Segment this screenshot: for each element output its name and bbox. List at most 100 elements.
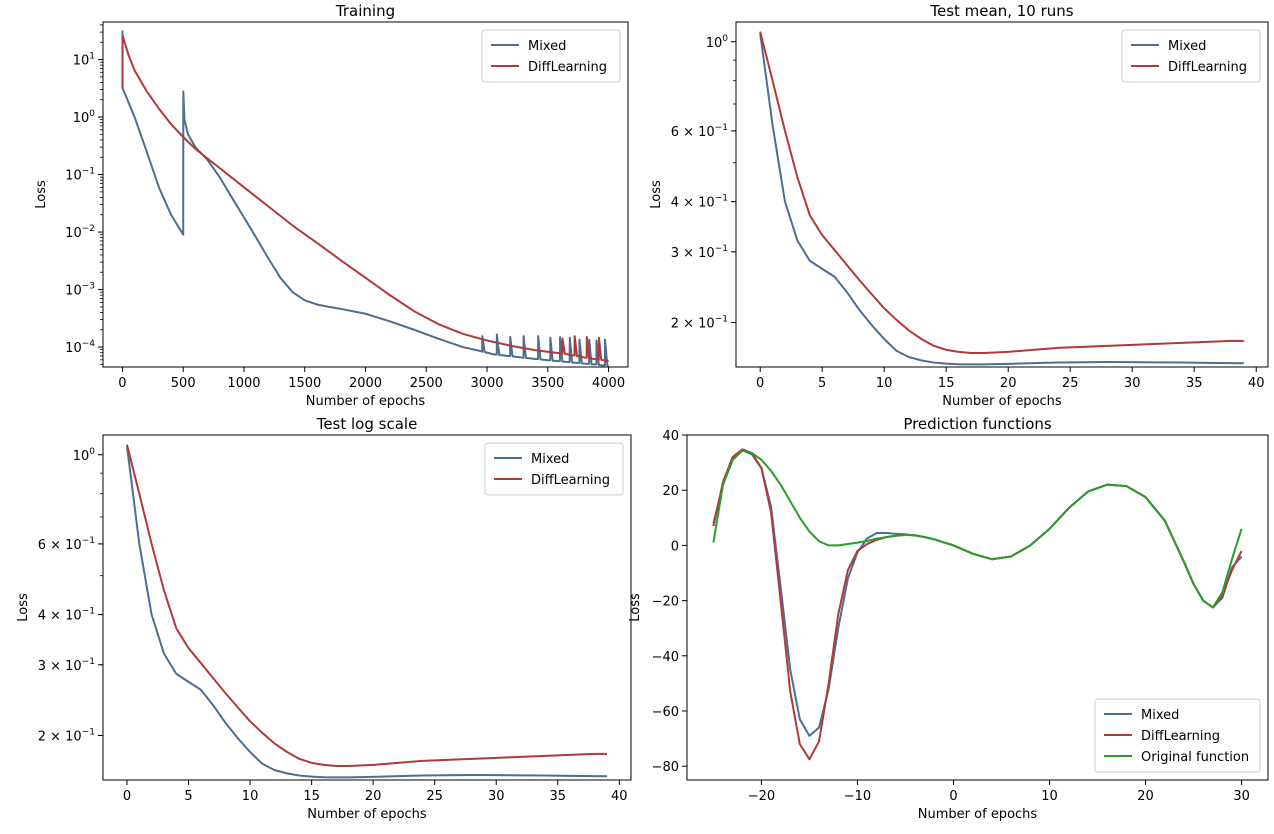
x-tick-label: 35 <box>549 789 566 804</box>
x-tick-label: 0 <box>118 376 126 391</box>
x-tick-label: 500 <box>171 376 196 391</box>
series-group <box>712 448 1243 761</box>
chart-panel-1: Training 0 500 1000 1500 2000 2500 3000 3500 4000… <box>34 2 629 409</box>
legend-label: DiffLearning <box>1141 729 1220 744</box>
x-tick-label: 20 <box>365 789 382 804</box>
y-axis-label: Loss <box>649 180 664 209</box>
x-tick-label: 30 <box>1233 789 1250 804</box>
series-line-difflearning <box>126 444 607 767</box>
y-axis-label: Loss <box>16 593 31 622</box>
legend-label: Mixed <box>531 452 569 467</box>
x-tick-label: 4000 <box>592 376 625 391</box>
x-tick-label: 5 <box>818 376 826 391</box>
legend: Mixed DiffLearning Original function <box>1094 698 1261 773</box>
x-tick-label: 2000 <box>349 376 382 391</box>
x-tick-label: 30 <box>1124 376 1141 391</box>
x-axis-label: Number of epochs <box>918 807 1038 822</box>
y-tick-label: 4 × 10−1 <box>671 194 728 211</box>
series-group <box>126 444 608 779</box>
y-tick-label: 100 <box>73 109 96 126</box>
y-tick-label: 100 <box>706 34 729 51</box>
x-axis-label: Number of epochs <box>307 807 427 822</box>
x-tick-label: 20 <box>1000 376 1017 391</box>
legend-box <box>1121 29 1261 83</box>
series-line-difflearning <box>121 34 609 363</box>
x-tick-label: 40 <box>611 789 628 804</box>
y-tick-label: −40 <box>652 650 679 665</box>
legend-label: Mixed <box>1168 39 1206 54</box>
x-tick-label: 15 <box>303 789 320 804</box>
y-tick-label: 6 × 10−1 <box>671 123 728 140</box>
legend-box <box>1094 698 1261 773</box>
y-tick-label: −20 <box>652 595 679 610</box>
legend-label: Mixed <box>1141 708 1179 723</box>
x-tick-label: 10 <box>1041 789 1058 804</box>
series-line-mixed <box>121 30 609 367</box>
y-tick-label: 6 × 10−1 <box>38 536 95 553</box>
y-tick-label: 10−4 <box>65 339 95 356</box>
x-tick-label: 2500 <box>410 376 443 391</box>
y-tick-label: −60 <box>652 705 679 720</box>
x-tick-label: 25 <box>426 789 443 804</box>
legend-label: Original function <box>1141 750 1249 765</box>
x-axis-label: Number of epochs <box>942 394 1062 409</box>
x-tick-label: 35 <box>1186 376 1203 391</box>
series-line-mixed <box>712 449 1243 737</box>
y-tick-label: 20 <box>662 484 679 499</box>
series-group <box>121 30 609 367</box>
x-tick-label: 3000 <box>470 376 503 391</box>
axes-frame <box>102 434 632 781</box>
x-tick-label: 1500 <box>288 376 321 391</box>
series-line-mixed <box>759 33 1244 366</box>
x-tick-label: 20 <box>1137 789 1154 804</box>
legend: Mixed DiffLearning <box>1121 29 1261 83</box>
series-line-original-function <box>712 449 1243 609</box>
legend: Mixed DiffLearning <box>481 29 621 83</box>
y-tick-label: −80 <box>652 760 679 775</box>
legend-label: DiffLearning <box>1168 60 1247 75</box>
y-axis-label: Loss <box>628 593 643 622</box>
chart-title: Prediction functions <box>903 415 1052 433</box>
x-tick-label: −20 <box>748 789 775 804</box>
x-tick-label: 0 <box>756 376 764 391</box>
axes-frame <box>735 21 1269 368</box>
x-tick-label: 25 <box>1062 376 1079 391</box>
y-tick-label: 101 <box>73 52 95 69</box>
x-tick-label: 1000 <box>227 376 260 391</box>
legend-box <box>484 442 624 496</box>
y-tick-label: 0 <box>671 539 679 554</box>
x-tick-label: 30 <box>488 789 505 804</box>
x-tick-label: 3500 <box>531 376 564 391</box>
y-axis-label: Loss <box>34 180 49 209</box>
x-tick-label: 10 <box>242 789 259 804</box>
series-group <box>759 31 1244 366</box>
legend: Mixed DiffLearning <box>484 442 624 496</box>
legend-box <box>481 29 621 83</box>
x-tick-label: 5 <box>184 789 192 804</box>
legend-label: Mixed <box>528 39 566 54</box>
y-tick-label: 2 × 10−1 <box>38 728 95 745</box>
y-tick-label: 40 <box>662 429 679 444</box>
x-tick-label: 15 <box>938 376 955 391</box>
y-tick-label: 10−2 <box>65 224 95 241</box>
y-tick-label: 2 × 10−1 <box>671 315 728 332</box>
x-tick-label: −10 <box>844 789 871 804</box>
y-tick-label: 10−1 <box>65 167 95 184</box>
chart-panel-4: Prediction functions −20 −10 0 10 20 30 −80 −60 −… <box>628 415 1269 822</box>
legend-label: DiffLearning <box>528 60 607 75</box>
chart-title: Test mean, 10 runs <box>929 2 1073 20</box>
x-axis-label: Number of epochs <box>306 394 426 409</box>
y-tick-label: 3 × 10−1 <box>671 244 728 261</box>
axes-frame <box>686 434 1269 781</box>
chart-title: Test log scale <box>316 415 418 433</box>
y-tick-label: 3 × 10−1 <box>38 657 95 674</box>
y-tick-label: 4 × 10−1 <box>38 607 95 624</box>
y-tick-label: 100 <box>73 447 96 464</box>
x-tick-label: 10 <box>876 376 893 391</box>
chart-title: Training <box>335 2 395 20</box>
x-tick-label: 0 <box>949 789 957 804</box>
x-tick-label: 40 <box>1248 376 1265 391</box>
series-line-difflearning <box>759 31 1244 354</box>
x-tick-label: 0 <box>123 789 131 804</box>
